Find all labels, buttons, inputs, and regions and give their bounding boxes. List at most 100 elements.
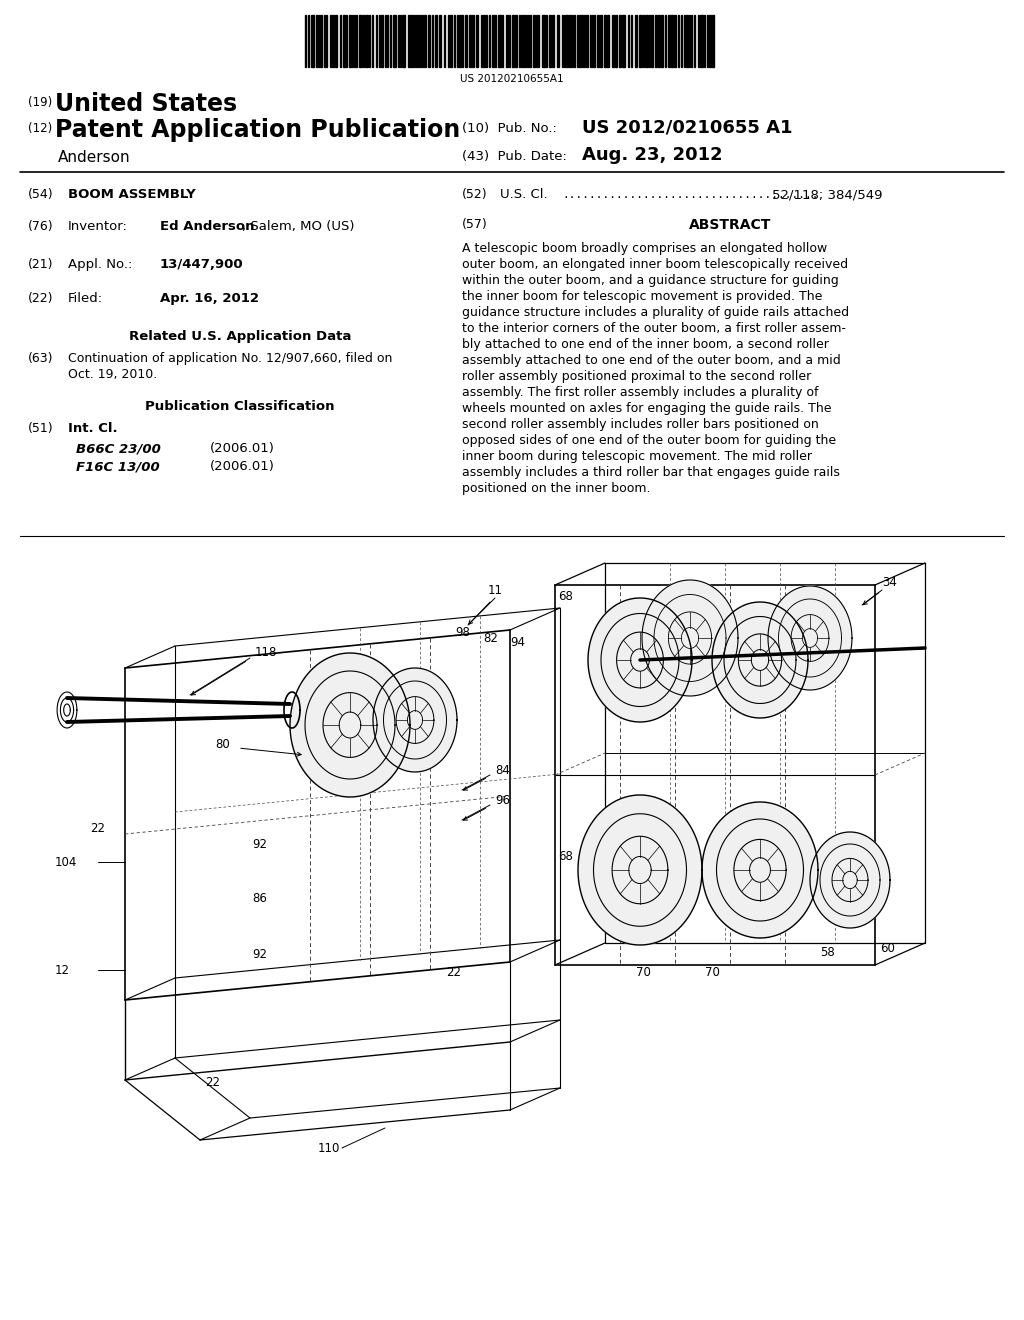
Bar [651, 15, 653, 67]
Bar [349, 15, 351, 67]
Bar [552, 15, 554, 67]
Text: 11: 11 [488, 583, 503, 597]
Bar [542, 15, 545, 67]
Text: Publication Classification: Publication Classification [145, 400, 335, 413]
Text: Filed:: Filed: [68, 292, 103, 305]
Bar [612, 15, 614, 67]
Text: Oct. 19, 2010.: Oct. 19, 2010. [68, 368, 158, 381]
Bar [668, 15, 670, 67]
Polygon shape [588, 598, 692, 722]
Text: 68: 68 [558, 590, 572, 602]
Bar [515, 15, 517, 67]
Text: United States: United States [55, 92, 238, 116]
Bar [428, 15, 430, 67]
Polygon shape [768, 586, 852, 690]
Bar [671, 15, 673, 67]
Bar [393, 15, 396, 67]
Text: (12): (12) [28, 121, 52, 135]
Bar [646, 15, 648, 67]
Text: 22: 22 [205, 1076, 220, 1089]
Text: Appl. No.:: Appl. No.: [68, 257, 132, 271]
Text: the inner boom for telescopic movement is provided. The: the inner boom for telescopic movement i… [462, 290, 822, 304]
Bar [597, 15, 599, 67]
Text: inner boom during telescopic movement. The mid roller: inner boom during telescopic movement. T… [462, 450, 812, 463]
Text: bly attached to one end of the inner boom, a second roller: bly attached to one end of the inner boo… [462, 338, 828, 351]
Bar [639, 15, 641, 67]
Text: F16C 13/00: F16C 13/00 [76, 459, 160, 473]
Bar [662, 15, 663, 67]
Bar [604, 15, 606, 67]
Polygon shape [702, 803, 818, 939]
Text: 84: 84 [495, 763, 510, 776]
Bar [712, 15, 714, 67]
Text: (63): (63) [28, 352, 53, 366]
Text: wheels mounted on axles for engaging the guide rails. The: wheels mounted on axles for engaging the… [462, 403, 831, 414]
Text: positioned on the inner boom.: positioned on the inner boom. [462, 482, 650, 495]
Text: Patent Application Publication: Patent Application Publication [55, 117, 460, 143]
Bar [658, 15, 660, 67]
Text: within the outer boom, and a guidance structure for guiding: within the outer boom, and a guidance st… [462, 275, 839, 286]
Text: (10)  Pub. No.:: (10) Pub. No.: [462, 121, 557, 135]
Text: to the interior corners of the outer boom, a first roller assem-: to the interior corners of the outer boo… [462, 322, 846, 335]
Text: (57): (57) [462, 218, 487, 231]
Text: Continuation of application No. 12/907,660, filed on: Continuation of application No. 12/907,6… [68, 352, 392, 366]
Text: 60: 60 [880, 941, 895, 954]
Text: US 20120210655A1: US 20120210655A1 [460, 74, 564, 84]
Bar [435, 15, 437, 67]
Bar [483, 15, 485, 67]
Bar [343, 15, 345, 67]
Bar [498, 15, 501, 67]
Bar [512, 15, 514, 67]
Text: (2006.01): (2006.01) [210, 442, 274, 455]
Text: 52/118; 384/549: 52/118; 384/549 [772, 187, 883, 201]
Text: , Salem, MO (US): , Salem, MO (US) [242, 220, 354, 234]
Text: BOOM ASSEMBLY: BOOM ASSEMBLY [68, 187, 196, 201]
Text: 92: 92 [252, 949, 267, 961]
Bar [549, 15, 551, 67]
Bar [615, 15, 617, 67]
Bar [332, 15, 334, 67]
Bar [439, 15, 441, 67]
Text: ......................................: ...................................... [562, 190, 818, 201]
Bar [506, 15, 508, 67]
Bar [335, 15, 337, 67]
Bar [557, 15, 559, 67]
Text: U.S. Cl.: U.S. Cl. [500, 187, 548, 201]
Text: assembly includes a third roller bar that engages guide rails: assembly includes a third roller bar tha… [462, 466, 840, 479]
Bar [534, 15, 535, 67]
Text: assembly attached to one end of the outer boom, and a mid: assembly attached to one end of the oute… [462, 354, 841, 367]
Text: 94: 94 [510, 635, 525, 648]
Text: (21): (21) [28, 257, 53, 271]
Bar [635, 15, 637, 67]
Text: opposed sides of one end of the outer boom for guiding the: opposed sides of one end of the outer bo… [462, 434, 837, 447]
Bar [411, 15, 413, 67]
Text: second roller assembly includes roller bars positioned on: second roller assembly includes roller b… [462, 418, 819, 432]
Bar [674, 15, 676, 67]
Text: assembly. The first roller assembly includes a plurality of: assembly. The first roller assembly incl… [462, 385, 818, 399]
Bar [492, 15, 494, 67]
Bar [311, 15, 314, 67]
Bar [709, 15, 711, 67]
Bar [607, 15, 609, 67]
Bar [402, 15, 406, 67]
Bar [569, 15, 571, 67]
Bar [416, 15, 418, 67]
Polygon shape [642, 579, 738, 696]
Text: 13/447,900: 13/447,900 [160, 257, 244, 271]
Text: 104: 104 [55, 855, 78, 869]
Bar [600, 15, 602, 67]
Text: (2006.01): (2006.01) [210, 459, 274, 473]
Bar [618, 15, 621, 67]
Text: Inventor:: Inventor: [68, 220, 128, 234]
Text: 110: 110 [318, 1142, 340, 1155]
Text: 70: 70 [705, 965, 720, 978]
Text: 82: 82 [483, 631, 498, 644]
Text: Aug. 23, 2012: Aug. 23, 2012 [582, 147, 723, 164]
Text: (43)  Pub. Date:: (43) Pub. Date: [462, 150, 567, 162]
Bar [459, 15, 461, 67]
Text: 92: 92 [252, 838, 267, 851]
Text: 68: 68 [558, 850, 572, 862]
Text: 86: 86 [252, 891, 267, 904]
Text: (54): (54) [28, 187, 53, 201]
Bar [655, 15, 657, 67]
